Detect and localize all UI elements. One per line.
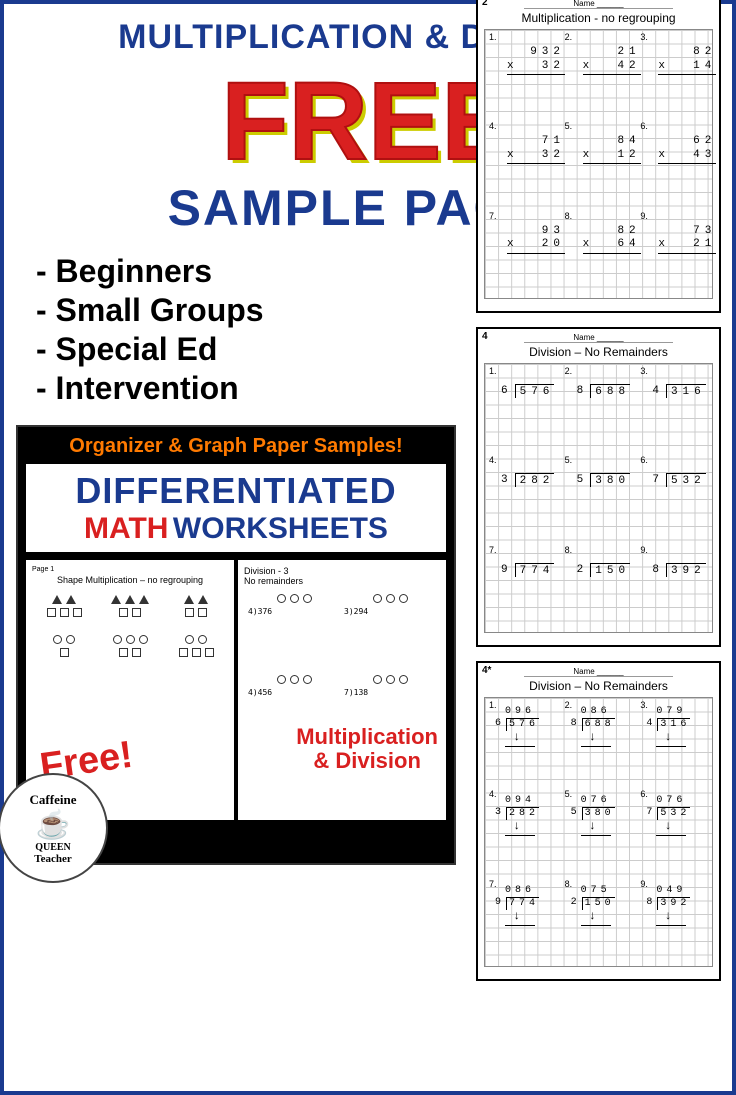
worksheet-grid: 1.0966576↓2.0868688↓3.0794316↓ 4.0943282↓… (484, 697, 713, 967)
promo-card: Organizer & Graph Paper Samples! DIFFERE… (16, 425, 456, 865)
promo-sheet-right: Division - 3 No remainders 4)376 3)294 4… (238, 560, 446, 820)
name-field: Name ______ (524, 0, 673, 9)
problem-cell: 3.0794316↓ (636, 698, 712, 787)
promo-muldiv-label: Multiplication & Division (296, 725, 438, 773)
name-field: Name ______ (524, 667, 673, 677)
promo-diff: DIFFERENTIATED (30, 470, 442, 512)
problem-cell: 7.0869774↓ (485, 877, 561, 966)
problem-cell: 8.0752150↓ (561, 877, 637, 966)
bullet-list: BeginnersSmall GroupsSpecial EdIntervent… (16, 253, 476, 407)
promo-header: DIFFERENTIATED MATH WORKSHEETS (26, 464, 446, 552)
problem-cell: 6.0767532↓ (636, 787, 712, 876)
worksheet-preview: 4 Name ______ Division – No Remainders 1… (476, 327, 721, 647)
problem-cell: 6. 62 x 43 (636, 119, 712, 208)
problem-cell: 8. 82 x 64 (561, 209, 637, 298)
promo-work: WORKSHEETS (173, 512, 388, 545)
problem-cell: 1.6576 (485, 364, 561, 453)
problem-cell: 8.2150 (561, 543, 637, 632)
problem-cell: 2. 21 x 42 (561, 30, 637, 119)
problem-cell: 9.0498392↓ (636, 877, 712, 966)
problem-cell: 2.8688 (561, 364, 637, 453)
right-column: 2 Name ______ Multiplication - no regrou… (476, 0, 721, 981)
worksheet-title: Multiplication - no regrouping (484, 11, 713, 25)
page-number: 4 (482, 331, 488, 342)
page-number: 2 (482, 0, 488, 8)
logo-badge: Caffeine ☕ QUEEN Teacher (0, 773, 108, 883)
problem-cell: 7. 93 x 20 (485, 209, 561, 298)
problem-cell: 9. 73 x 21 (636, 209, 712, 298)
problem-cell: 4.3282 (485, 453, 561, 542)
problem-cell: 1.0966576↓ (485, 698, 561, 787)
bullet-item: Beginners (36, 253, 476, 290)
bullet-item: Small Groups (36, 292, 476, 329)
problem-cell: 4.0943282↓ (485, 787, 561, 876)
problem-cell: 3. 82 x 14 (636, 30, 712, 119)
problem-cell: 5.0765380↓ (561, 787, 637, 876)
worksheet-grid: 1.65762.86883.4316 4.32825.53806.7532 7.97… (484, 363, 713, 633)
problem-cell: 5.5380 (561, 453, 637, 542)
page-number: 4* (482, 665, 491, 676)
worksheet-preview: 2 Name ______ Multiplication - no regrou… (476, 0, 721, 313)
promo-top-text: Organizer & Graph Paper Samples! (26, 435, 446, 458)
worksheet-title: Division – No Remainders (484, 679, 713, 693)
problem-cell: 6.7532 (636, 453, 712, 542)
problem-cell: 2.0868688↓ (561, 698, 637, 787)
mug-icon: ☕ (36, 808, 71, 842)
worksheet-title: Division – No Remainders (484, 345, 713, 359)
problem-cell: 7.9774 (485, 543, 561, 632)
name-field: Name ______ (524, 333, 673, 343)
problem-cell: 3.4316 (636, 364, 712, 453)
problem-cell: 5. 84 x 12 (561, 119, 637, 208)
problem-cell: 1. 932 x 32 (485, 30, 561, 119)
worksheet-grid: 1. 932 x 322. 21 x 423. 82 x 14 4. 71 x 3… (484, 29, 713, 299)
bullet-item: Special Ed (36, 331, 476, 368)
bullet-item: Intervention (36, 370, 476, 407)
problem-cell: 9.8392 (636, 543, 712, 632)
worksheet-preview: 4* Name ______ Division – No Remainders … (476, 661, 721, 981)
problem-cell: 4. 71 x 32 (485, 119, 561, 208)
promo-math: MATH (84, 512, 168, 545)
left-column: BeginnersSmall GroupsSpecial EdIntervent… (16, 253, 476, 981)
